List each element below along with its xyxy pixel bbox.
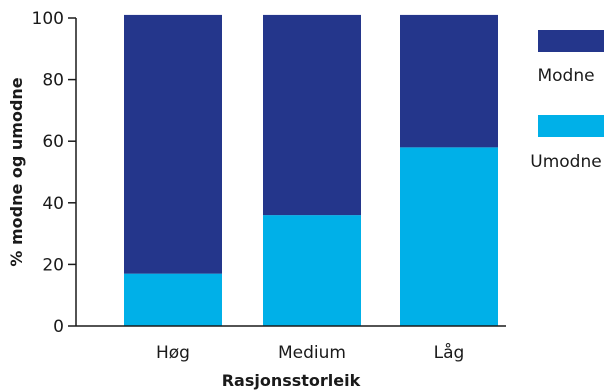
y-tick-label: 20 xyxy=(42,255,64,275)
bar-umodne-3 xyxy=(400,147,498,326)
bars-layer xyxy=(124,14,498,326)
bar-modne-3 xyxy=(400,14,498,148)
x-tick-label: Medium xyxy=(278,343,346,363)
legend-label-umodne: Umodne xyxy=(530,152,601,172)
y-tick-label: 80 xyxy=(42,71,64,91)
x-axis-title: Rasjonsstorleik xyxy=(222,371,361,390)
legend-swatch-modne xyxy=(538,30,604,52)
x-tick-label: Låg xyxy=(434,342,465,363)
legend-swatch-umodne xyxy=(538,115,604,137)
x-tick-label: Høg xyxy=(156,343,190,363)
y-tick-label: 40 xyxy=(42,194,64,214)
ticks-layer: 0 20 40 60 80 100 Høg Medium Låg xyxy=(32,9,465,363)
axes-layer xyxy=(75,18,506,327)
bar-modne-1 xyxy=(124,14,222,274)
y-tick-label: 100 xyxy=(32,9,64,29)
legend-label-modne: Modne xyxy=(537,66,594,86)
bar-umodne-2 xyxy=(263,215,361,326)
y-tick-label: 60 xyxy=(42,132,64,152)
legend: Modne Umodne xyxy=(530,30,604,172)
y-axis-title: % modne og umodne xyxy=(7,77,26,266)
bar-modne-2 xyxy=(263,14,361,216)
y-tick-label: 0 xyxy=(53,317,64,337)
bar-umodne-1 xyxy=(124,273,222,326)
